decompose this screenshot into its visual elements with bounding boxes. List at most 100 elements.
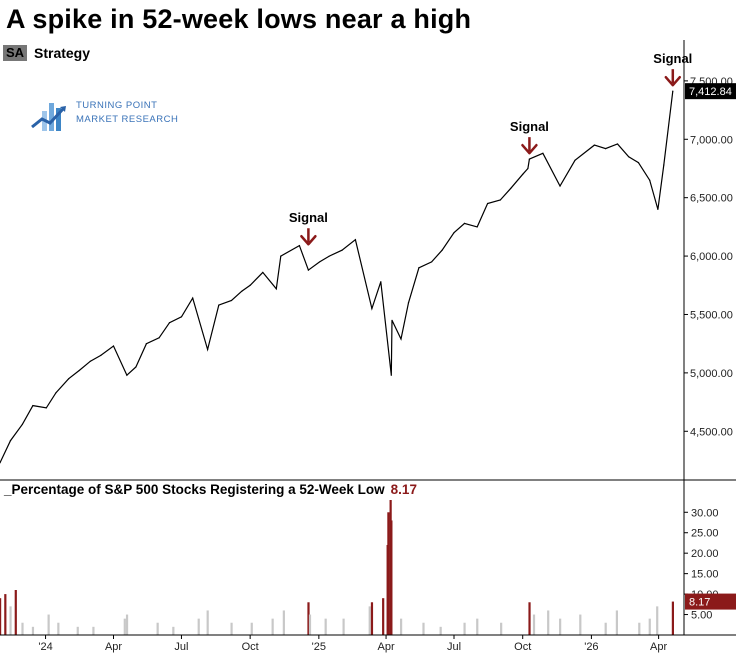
price-point bbox=[499, 199, 501, 201]
x-tick-label: '25 bbox=[312, 641, 326, 653]
price-point bbox=[78, 369, 80, 372]
price-point bbox=[390, 374, 392, 376]
bar bbox=[500, 622, 503, 635]
price-point bbox=[68, 378, 70, 380]
chart-title: A spike in 52-week lows near a high bbox=[6, 4, 472, 34]
price-point bbox=[604, 148, 607, 150]
bar bbox=[368, 606, 371, 635]
price-point bbox=[89, 360, 91, 362]
price-point bbox=[593, 144, 595, 146]
bar bbox=[9, 606, 12, 635]
x-tick-label: Apr bbox=[105, 641, 122, 653]
price-point bbox=[657, 208, 659, 210]
price-point bbox=[180, 316, 183, 318]
price-point bbox=[628, 156, 630, 158]
signal-label: Signal bbox=[289, 210, 328, 225]
bar bbox=[92, 626, 95, 635]
bar bbox=[604, 622, 607, 635]
price-line bbox=[0, 91, 674, 464]
y-tick-label: 6,500.00 bbox=[690, 193, 733, 205]
x-tick-label: Jul bbox=[447, 641, 461, 653]
lower-panel-value: 8.17 bbox=[390, 482, 417, 497]
y-tick-label: 5,500.00 bbox=[690, 309, 733, 321]
price-point bbox=[407, 302, 410, 304]
x-tick-label: Oct bbox=[242, 641, 259, 653]
bar bbox=[671, 601, 674, 635]
price-point bbox=[559, 185, 561, 187]
bar bbox=[47, 614, 50, 635]
price-point bbox=[280, 255, 282, 257]
price-point bbox=[476, 226, 478, 228]
price-point bbox=[649, 179, 651, 181]
lower-panel-name: Percentage of S&P 500 Stocks Registering… bbox=[11, 482, 385, 497]
bar bbox=[387, 512, 390, 635]
symbol-badge[interactable]: SA bbox=[3, 45, 27, 61]
price-point bbox=[328, 255, 330, 257]
bar bbox=[656, 606, 659, 635]
price-point bbox=[55, 392, 57, 394]
logo-line-1: TURNING POINT bbox=[76, 100, 158, 111]
price-point bbox=[522, 173, 524, 175]
signal-label: Signal bbox=[653, 51, 692, 66]
company-logo: TURNING POINT MARKET RESEARCH bbox=[30, 97, 180, 135]
y-tick-label: 20.00 bbox=[691, 548, 719, 560]
price-point bbox=[307, 269, 309, 271]
price-point bbox=[262, 271, 264, 274]
price-point bbox=[241, 290, 243, 292]
y-tick-label: 7,000.00 bbox=[690, 134, 733, 146]
y-tick-label: 25.00 bbox=[691, 528, 719, 540]
bar bbox=[76, 626, 79, 635]
bar bbox=[579, 614, 582, 635]
price-point bbox=[218, 304, 220, 306]
price-series: 7,412.84 bbox=[0, 83, 736, 464]
bar bbox=[206, 610, 209, 635]
upper-y-axis: 4,500.00 5,000.00 5,500.00 6,000.00 6,500.00… bbox=[684, 76, 733, 438]
price-point bbox=[672, 90, 674, 92]
price-point bbox=[527, 167, 529, 170]
y-tick-label: 5,000.00 bbox=[690, 368, 733, 380]
chart-frame bbox=[0, 40, 736, 636]
bar bbox=[4, 594, 7, 635]
bar bbox=[476, 618, 479, 635]
x-tick-label: Apr bbox=[377, 641, 394, 653]
bar bbox=[21, 622, 24, 635]
bar bbox=[125, 614, 129, 635]
price-point bbox=[616, 143, 619, 145]
y-tick-label: 15.00 bbox=[691, 569, 719, 581]
price-point bbox=[453, 232, 455, 234]
bar bbox=[342, 618, 345, 635]
bar bbox=[547, 610, 550, 635]
price-point bbox=[249, 284, 251, 286]
bar bbox=[648, 618, 651, 635]
lower-panel-title: _Percentage of S&P 500 Stocks Registerin… bbox=[4, 482, 417, 497]
bar bbox=[382, 598, 385, 635]
price-point bbox=[528, 158, 531, 160]
bar-series bbox=[0, 500, 674, 635]
price-point bbox=[135, 366, 137, 368]
x-tick-label: Apr bbox=[650, 641, 667, 653]
bar bbox=[528, 602, 531, 635]
x-tick-label: Jul bbox=[174, 641, 188, 653]
bar bbox=[399, 618, 403, 635]
bar bbox=[271, 618, 274, 635]
bar bbox=[156, 622, 159, 635]
x-tick-label: '26 bbox=[584, 641, 598, 653]
lower-last-value-box bbox=[685, 593, 736, 610]
bar bbox=[57, 622, 60, 635]
price-point bbox=[298, 244, 301, 247]
y-tick-label: 6,000.00 bbox=[690, 251, 733, 263]
price-point bbox=[510, 187, 512, 189]
price-point bbox=[126, 374, 128, 376]
bar bbox=[422, 622, 425, 635]
price-point bbox=[230, 299, 233, 302]
logo-line-2: MARKET RESEARCH bbox=[76, 114, 179, 125]
price-point bbox=[663, 164, 665, 166]
bar bbox=[390, 520, 393, 635]
bar bbox=[439, 626, 442, 635]
x-axis: '24 Apr Jul Oct '25 Apr Jul Oct '26 Apr bbox=[38, 635, 668, 653]
bar bbox=[230, 622, 233, 635]
price-point bbox=[391, 319, 393, 321]
price-point bbox=[158, 337, 160, 339]
signal-arrow-icon bbox=[664, 75, 682, 87]
